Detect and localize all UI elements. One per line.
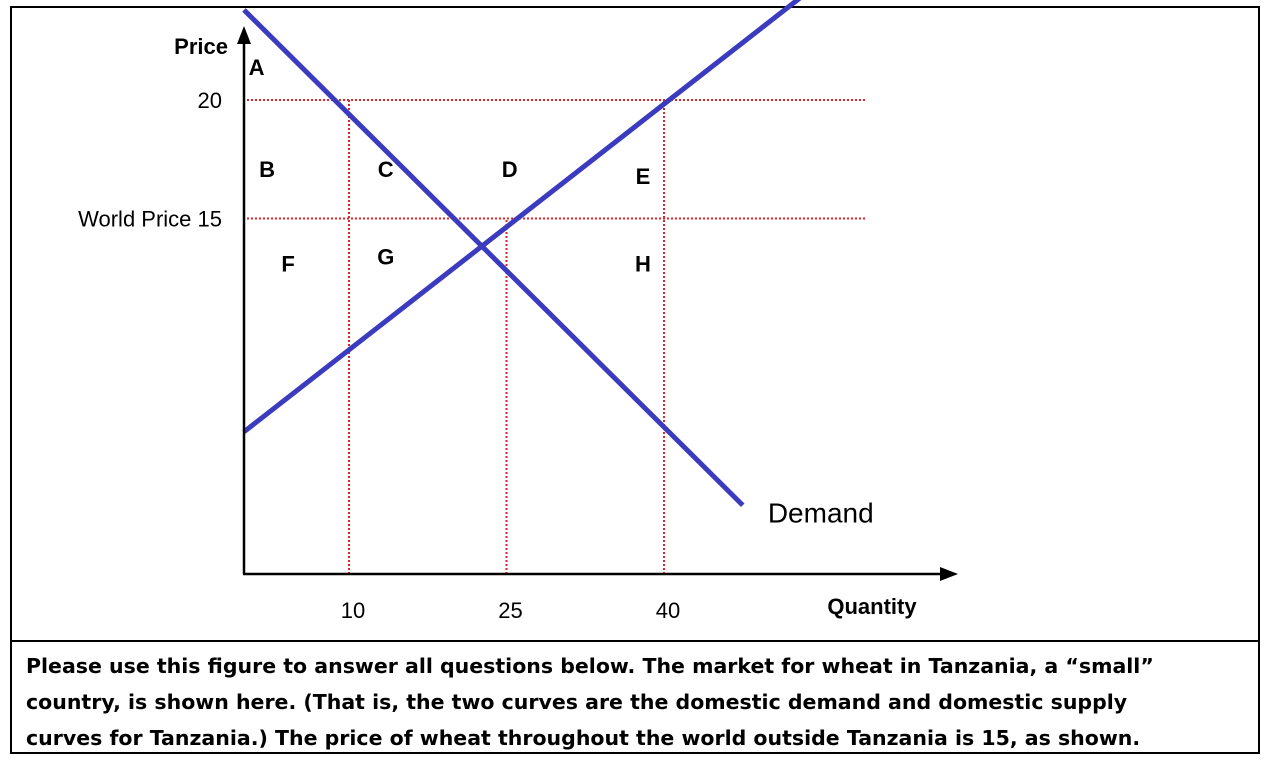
supply-curve — [242, 0, 802, 434]
curves — [242, 0, 802, 508]
wheat-market-chart: 10 25 40 20 World Price 15 A B C D E F G H SupplyDe… — [78, 0, 958, 623]
caption: Please use this figure to answer all que… — [26, 648, 1246, 756]
x-tick-label-25: 25 — [498, 598, 522, 623]
caption-line: country, is shown here. (That is, the tw… — [26, 690, 1128, 714]
region-labels: A B C D E F G H — [249, 55, 651, 277]
y-tick-label-15: World Price 15 — [78, 207, 222, 232]
region-label-a: A — [249, 55, 265, 80]
region-label-g: G — [377, 245, 394, 270]
caption-line: curves for Tanzania.) The price of wheat… — [26, 726, 1141, 750]
tick-labels: 10 25 40 20 World Price 15 — [78, 88, 680, 623]
caption-divider — [10, 640, 1260, 642]
region-label-h: H — [635, 252, 651, 277]
demand-curve-label: Demand — [768, 497, 874, 528]
y-axis-title: Price — [174, 34, 228, 59]
x-tick-label-40: 40 — [656, 598, 680, 623]
figure-frame — [10, 6, 1260, 754]
x-tick-label-10: 10 — [341, 598, 365, 623]
caption-line: Please use this figure to answer all que… — [26, 654, 1154, 678]
demand-curve — [242, 8, 745, 508]
reference-lines — [247, 99, 867, 574]
x-axis-arrow-icon — [940, 567, 958, 581]
curve-labels: SupplyDemand — [768, 497, 874, 528]
region-label-e: E — [636, 164, 651, 189]
region-label-c: C — [378, 157, 394, 182]
y-axis-arrow-icon — [237, 26, 251, 44]
x-axis-title: Quantity — [827, 594, 917, 619]
y-tick-label-20: 20 — [198, 88, 222, 113]
region-label-f: F — [281, 252, 294, 277]
region-label-b: B — [259, 157, 275, 182]
region-label-d: D — [502, 157, 518, 182]
